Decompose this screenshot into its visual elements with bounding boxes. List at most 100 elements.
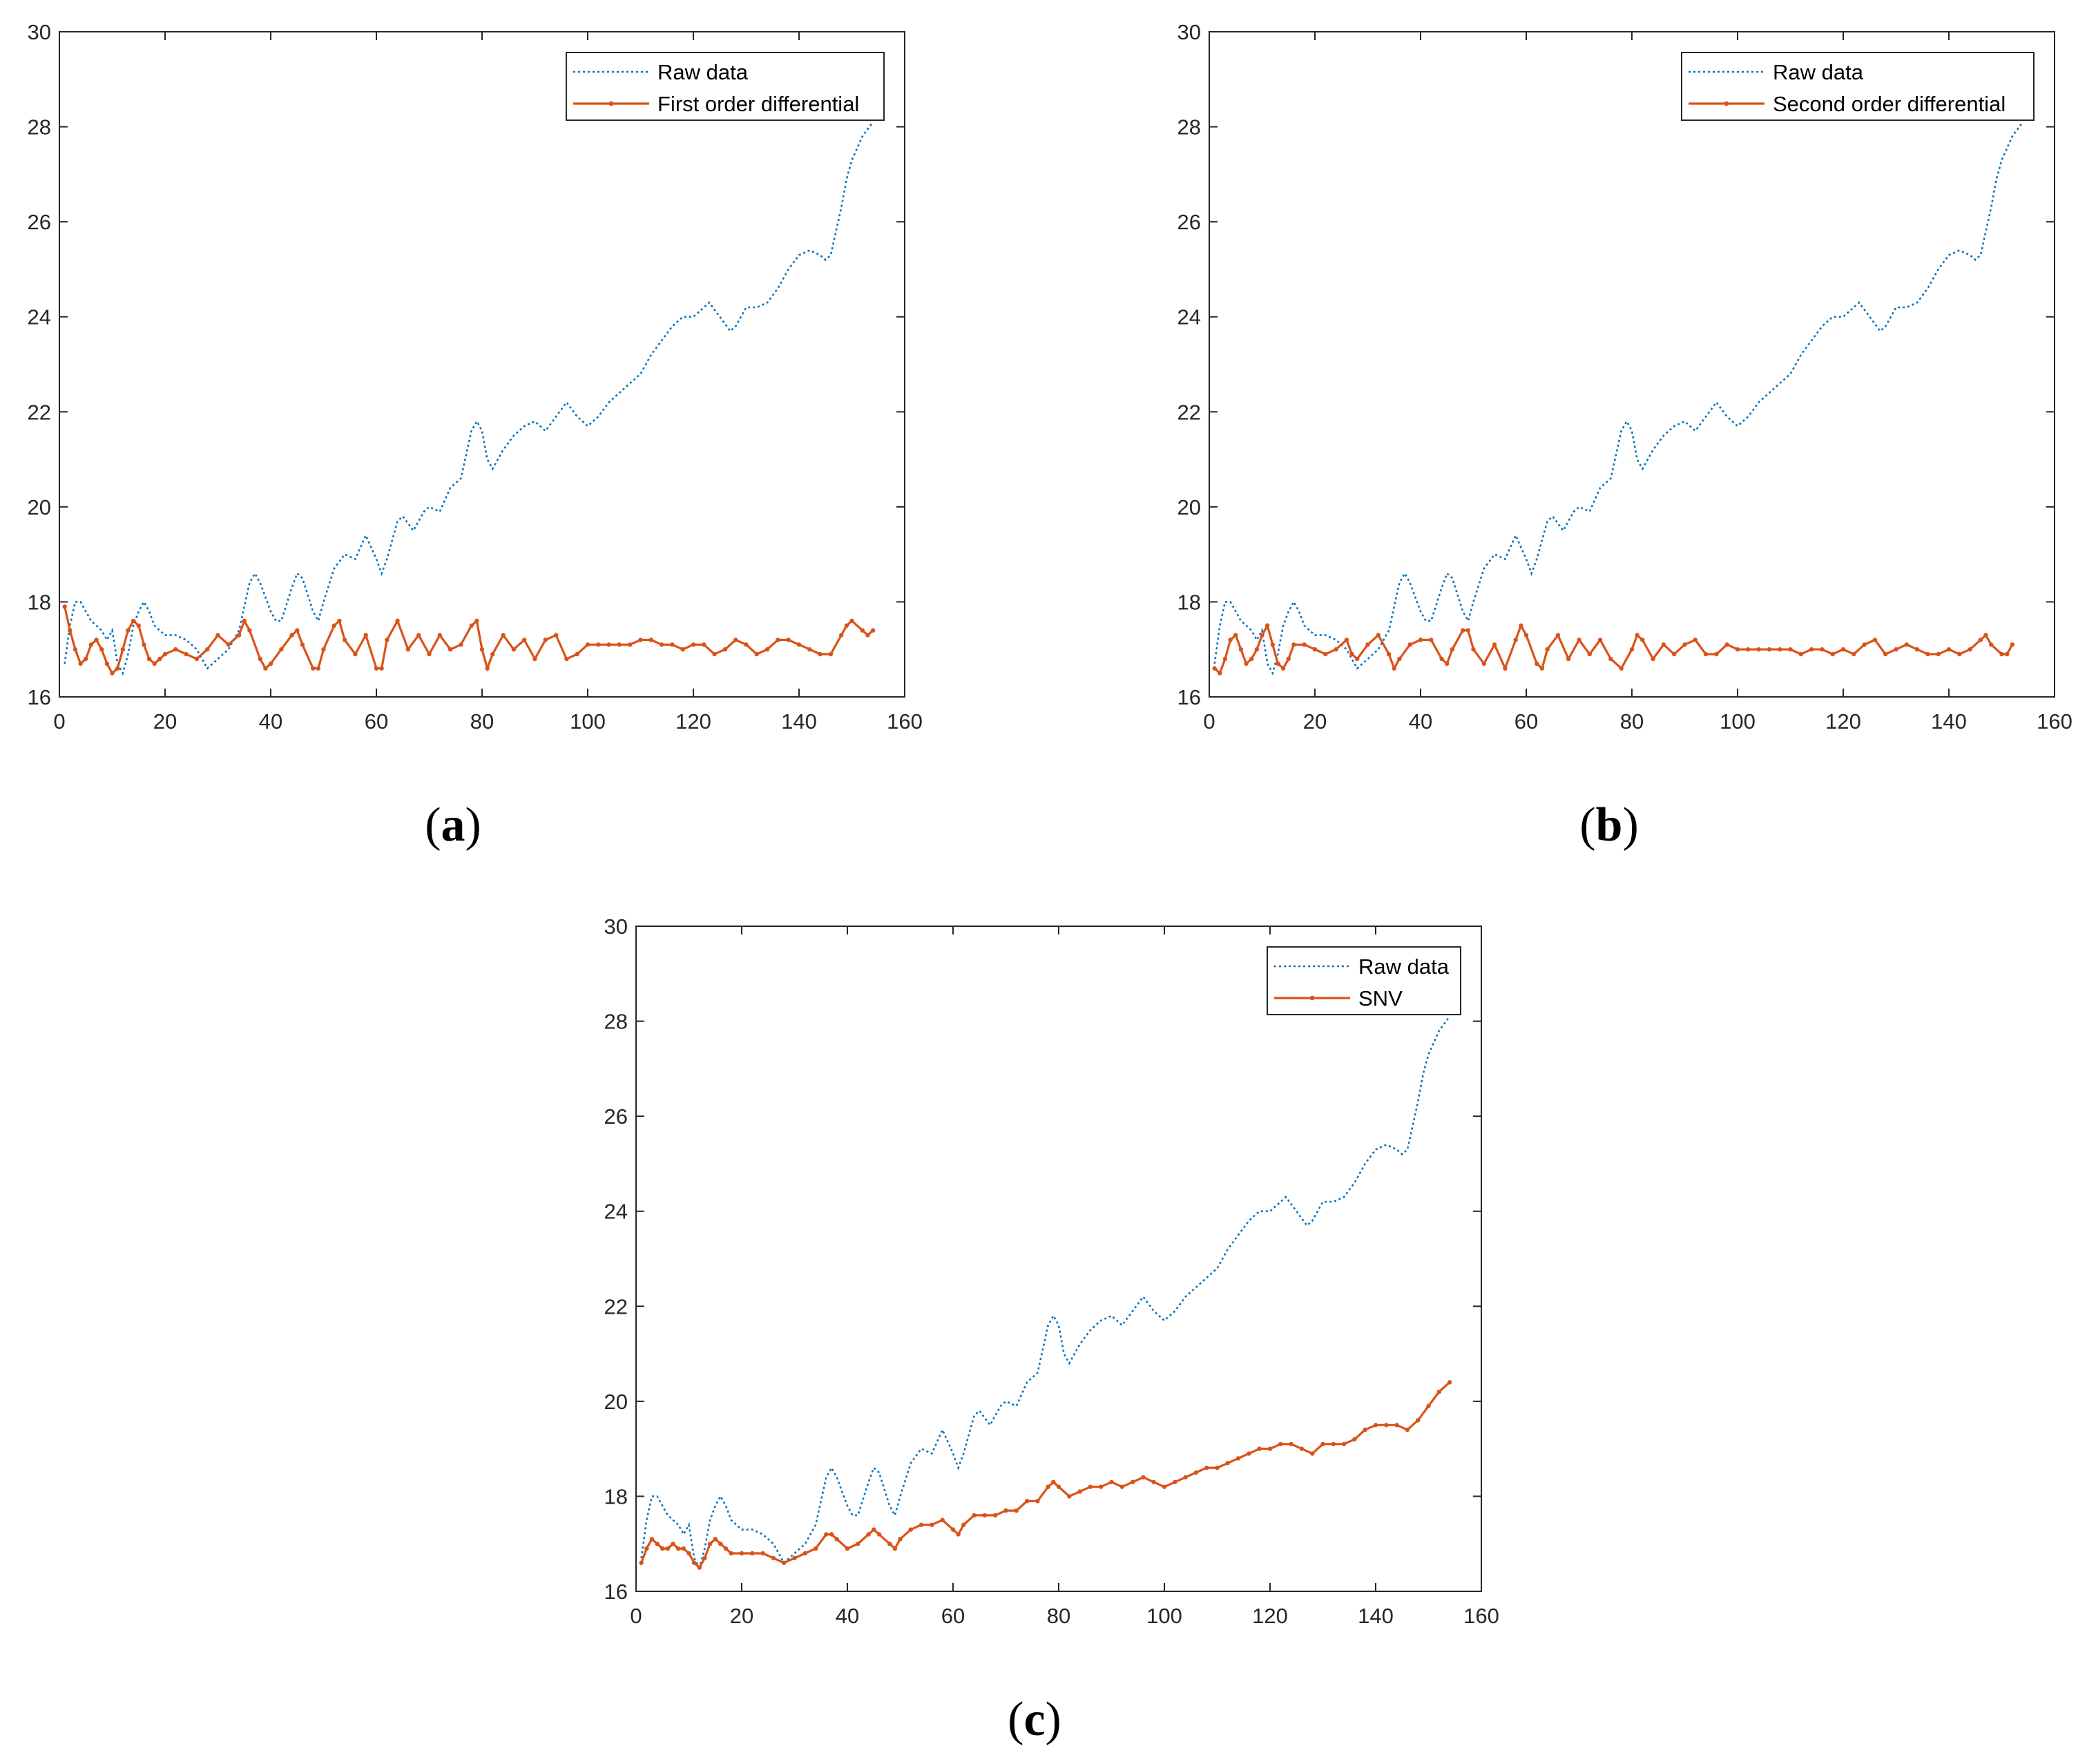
point-c-1-66	[1193, 1470, 1199, 1475]
point-c-1-18	[739, 1551, 744, 1556]
point-c-1-65	[1183, 1475, 1188, 1480]
point-c-1-36	[898, 1537, 903, 1542]
point-b-1-19	[1334, 647, 1338, 652]
legend-label-b-1: Second order differential	[1773, 92, 2006, 116]
point-c-1-78	[1320, 1441, 1325, 1446]
point-a-1-2	[73, 647, 78, 652]
point-c-1-10	[691, 1560, 697, 1565]
point-c-1-23	[792, 1555, 797, 1561]
x-tick-label-a-8: 160	[887, 709, 923, 734]
point-a-1-70	[617, 642, 622, 647]
point-c-1-50	[1035, 1499, 1040, 1504]
x-tick-label-a-0: 0	[53, 709, 65, 734]
x-tick-label-b-2: 40	[1409, 709, 1432, 734]
point-a-1-31	[268, 661, 273, 667]
point-c-1-87	[1416, 1418, 1421, 1423]
point-c-1-63	[1162, 1484, 1167, 1489]
point-a-1-75	[670, 642, 675, 647]
point-a-1-45	[379, 666, 384, 671]
point-c-1-48	[1014, 1508, 1019, 1513]
point-a-1-21	[184, 651, 189, 657]
point-a-1-15	[142, 642, 146, 647]
point-a-1-92	[844, 623, 849, 629]
x-tick-label-c-5: 100	[1146, 1604, 1182, 1628]
point-a-1-27	[242, 618, 247, 624]
point-a-1-85	[776, 637, 780, 642]
point-b-1-39	[1503, 666, 1508, 671]
point-c-1-14	[713, 1537, 718, 1542]
x-tick-label-a-4: 80	[470, 709, 494, 734]
caption-b: (b)	[1540, 798, 1678, 853]
point-c-1-2	[649, 1537, 655, 1542]
point-a-1-88	[807, 647, 812, 652]
point-a-1-61	[522, 637, 527, 642]
point-b-1-79	[1894, 647, 1898, 652]
point-b-1-54	[1635, 633, 1639, 637]
y-tick-label-b-3: 22	[1177, 400, 1201, 424]
point-a-1-5	[88, 642, 94, 647]
point-b-1-89	[1989, 642, 1994, 647]
point-a-1-1	[68, 628, 73, 633]
point-b-1-15	[1291, 642, 1296, 647]
point-c-1-52	[1051, 1479, 1056, 1484]
y-tick-label-c-7: 30	[604, 914, 628, 939]
point-a-1-57	[485, 666, 490, 671]
point-c-1-6	[671, 1542, 675, 1546]
point-b-1-1	[1218, 671, 1222, 675]
point-a-1-23	[205, 647, 210, 652]
point-b-1-60	[1693, 637, 1698, 642]
point-b-1-22	[1355, 656, 1360, 662]
point-a-1-34	[295, 628, 300, 633]
point-a-1-53	[459, 642, 463, 647]
legend-label-a-0: Raw data	[657, 60, 749, 84]
point-b-1-35	[1465, 628, 1471, 633]
point-b-1-29	[1418, 637, 1423, 642]
point-c-1-58	[1109, 1479, 1114, 1484]
y-tick-label-b-2: 20	[1177, 495, 1201, 519]
point-a-1-67	[585, 642, 590, 647]
point-b-1-14	[1286, 656, 1291, 662]
point-a-1-3	[78, 661, 83, 667]
y-tick-label-c-3: 22	[604, 1294, 628, 1319]
point-b-1-18	[1323, 651, 1328, 657]
point-a-1-30	[263, 666, 268, 671]
point-b-1-31	[1439, 656, 1444, 662]
point-a-1-95	[865, 633, 870, 637]
plot-area-c	[635, 926, 1482, 1592]
point-a-1-10	[115, 666, 120, 671]
point-b-1-25	[1386, 651, 1392, 657]
point-b-1-49	[1587, 651, 1592, 657]
point-b-1-27	[1397, 656, 1402, 662]
chart-c: 0 20 40 60 80 100 120 140 160 16 18 20 22 24 26 28 30 Raw…	[604, 914, 1499, 1628]
point-c-1-73	[1267, 1446, 1273, 1451]
point-a-1-83	[754, 651, 760, 657]
y-tick-label-c-2: 20	[604, 1390, 628, 1414]
legend-marker-c-1	[1309, 995, 1315, 1001]
x-tick-label-a-1: 20	[153, 709, 177, 734]
caption-a-open: (	[425, 798, 441, 852]
point-b-1-23	[1365, 642, 1370, 647]
y-tick-label-a-7: 30	[28, 20, 51, 44]
point-c-1-30	[856, 1542, 860, 1546]
caption-c-open: (	[1008, 1693, 1024, 1746]
point-c-1-75	[1289, 1441, 1293, 1446]
point-b-1-90	[1999, 651, 2004, 657]
point-c-1-15	[718, 1542, 723, 1546]
point-b-1-51	[1608, 656, 1613, 662]
point-c-1-31	[866, 1532, 871, 1537]
caption-a-close: )	[465, 798, 481, 852]
point-b-1-26	[1392, 666, 1396, 671]
point-c-1-49	[1024, 1499, 1030, 1504]
point-a-1-90	[828, 651, 834, 657]
point-b-1-3	[1228, 637, 1233, 642]
caption-c: (c)	[965, 1692, 1104, 1747]
y-tick-label-a-6: 28	[28, 115, 51, 140]
point-a-1-13	[131, 618, 136, 624]
point-b-1-24	[1376, 633, 1381, 637]
y-tick-label-a-1: 18	[28, 590, 51, 614]
point-a-1-69	[606, 642, 611, 647]
point-a-1-44	[374, 666, 379, 671]
point-b-1-77	[1872, 637, 1878, 642]
point-a-1-24	[215, 633, 220, 637]
point-b-1-63	[1724, 642, 1729, 647]
